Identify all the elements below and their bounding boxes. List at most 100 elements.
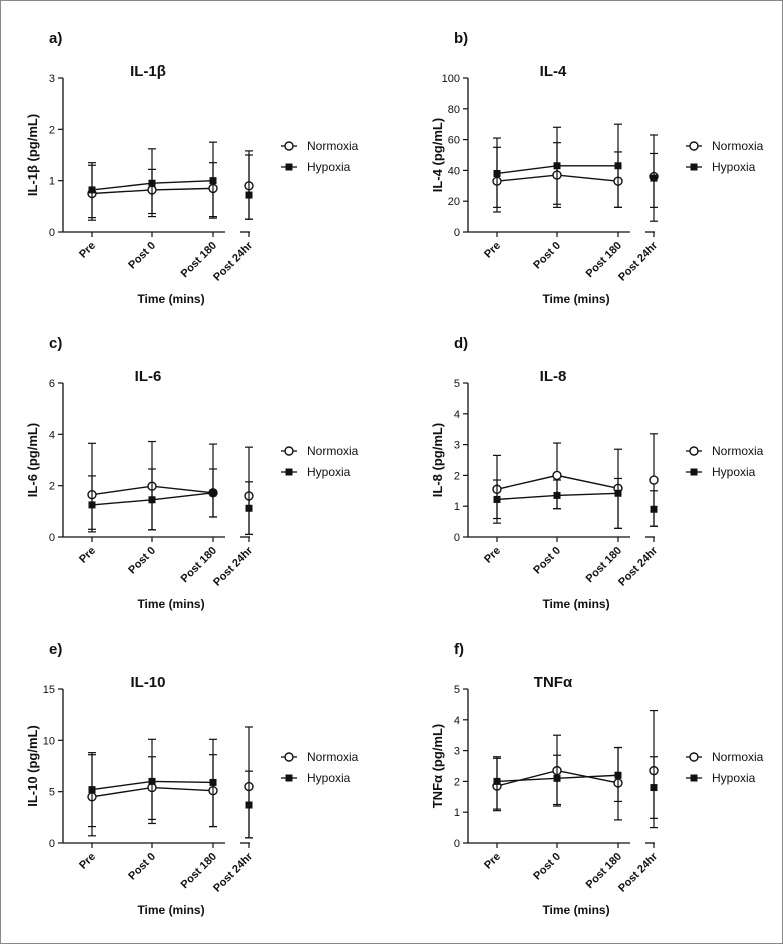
data-point-hypoxia [245,191,253,199]
x-axis-label: Time (mins) [542,292,609,306]
y-tick-label: 5 [49,787,55,799]
legend-label: Hypoxia [307,771,351,785]
data-point-hypoxia [209,489,217,497]
legend-marker-normoxia [284,141,294,151]
y-tick-label: 15 [43,684,55,696]
x-tick-label: Pre [482,545,503,566]
y-tick-label: 4 [49,429,55,441]
x-tick-label: Pre [77,240,98,261]
x-tick-label: Pre [482,240,503,261]
legend-marker-hypoxia [285,774,293,782]
data-point-hypoxia [148,179,156,187]
y-tick-label: 3 [49,73,55,85]
y-tick-label: 0 [49,227,55,239]
chart-title: IL-10 [130,674,165,691]
legend-marker-hypoxia [690,468,698,476]
y-tick-label: 1 [49,176,55,188]
y-tick-label: 4 [454,715,460,727]
legend-marker-normoxia [284,752,294,762]
x-axis-label: Time (mins) [542,597,609,611]
y-tick-label: 10 [43,735,55,747]
x-tick-label: Post 24hr [211,544,255,588]
x-axis-label: Time (mins) [137,292,204,306]
legend-label: Normoxia [307,750,359,764]
data-point-hypoxia [148,496,156,504]
legend-marker-normoxia [689,446,699,456]
data-point-normoxia [649,475,659,485]
x-tick-label: Post 0 [531,851,563,883]
chart-title: IL-8 [540,368,567,385]
x-tick-label: Post 0 [126,545,158,577]
x-tick-label: Post 24hr [616,544,660,588]
data-point-hypoxia [88,186,96,194]
y-axis-label: IL-6 (pg/mL) [25,423,40,497]
data-point-hypoxia [553,774,561,782]
y-tick-label: 4 [454,409,460,421]
chart-title: IL-1β [130,63,166,80]
legend-label: Normoxia [712,444,764,458]
x-tick-label: Post 0 [531,545,563,577]
x-tick-label: Pre [77,545,98,566]
y-tick-label: 2 [454,470,460,482]
y-tick-label: 2 [49,481,55,493]
x-tick-label: Post 0 [531,240,563,272]
y-tick-label: 0 [49,532,55,544]
data-point-hypoxia [650,505,658,513]
legend-label: Hypoxia [307,160,351,174]
y-axis-label: IL-1β (pg/mL) [25,114,40,196]
legend-marker-normoxia [689,752,699,762]
y-tick-label: 0 [49,838,55,850]
legend-marker-hypoxia [690,774,698,782]
y-tick-label: 60 [448,135,460,147]
data-point-hypoxia [493,169,501,177]
y-tick-label: 5 [454,684,460,696]
y-tick-label: 1 [454,807,460,819]
chart-title: IL-6 [135,368,162,385]
panel-letter: c) [49,335,62,352]
x-tick-label: Pre [77,851,98,872]
legend-label: Normoxia [307,139,359,153]
legend-marker-hypoxia [285,163,293,171]
x-axis-label: Time (mins) [137,597,204,611]
data-point-hypoxia [245,801,253,809]
y-tick-label: 3 [454,440,460,452]
legend-marker-normoxia [284,446,294,456]
legend-label: Normoxia [307,444,359,458]
x-tick-label: Post 0 [126,851,158,883]
x-tick-label: Post 0 [126,240,158,272]
y-tick-label: 100 [442,73,460,85]
y-tick-label: 40 [448,165,460,177]
data-point-hypoxia [553,491,561,499]
y-tick-label: 5 [454,378,460,390]
y-tick-label: 2 [49,124,55,136]
y-tick-label: 0 [454,227,460,239]
y-tick-label: 0 [454,532,460,544]
chart-title: TNFα [534,674,573,691]
data-point-hypoxia [614,162,622,170]
legend-label: Normoxia [712,750,764,764]
data-point-hypoxia [553,162,561,170]
panel-letter: f) [454,641,464,658]
panel-letter: e) [49,641,62,658]
chart-panel-b: b) IL-4 0 20 40 60 80 100 IL-4 (pg/mL) Pre Post 0 P… [430,30,764,306]
data-point-hypoxia [650,784,658,792]
y-tick-label: 3 [454,746,460,758]
y-tick-label: 0 [454,838,460,850]
data-point-hypoxia [209,778,217,786]
legend-label: Hypoxia [712,465,756,479]
y-tick-label: 20 [448,196,460,208]
legend-label: Hypoxia [307,465,351,479]
data-point-normoxia [552,470,562,481]
y-axis-label: TNFα (pg/mL) [430,724,445,809]
panel-letter: d) [454,335,468,352]
y-axis-label: IL-8 (pg/mL) [430,423,445,497]
legend-marker-hypoxia [690,163,698,171]
x-axis-label: Time (mins) [137,903,204,917]
y-axis-label: IL-4 (pg/mL) [430,118,445,192]
y-tick-label: 80 [448,104,460,116]
